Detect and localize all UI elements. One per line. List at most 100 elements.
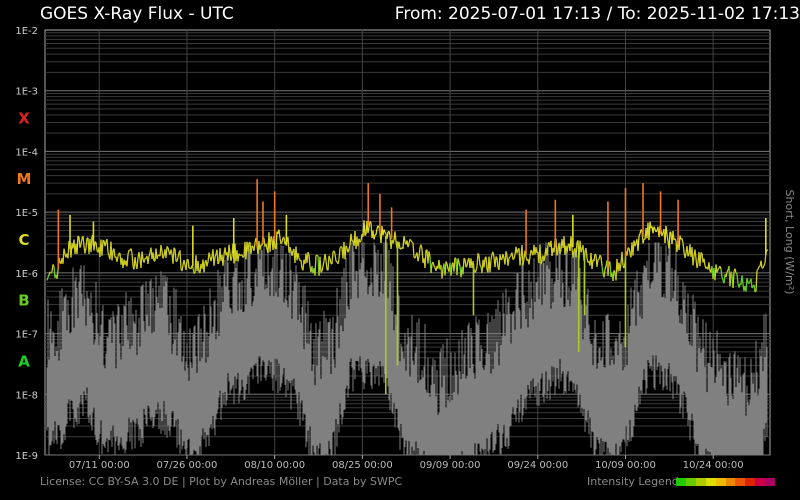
series-long-segment [597, 258, 600, 261]
series-long-segment [725, 271, 728, 278]
series-long-segment [147, 256, 150, 264]
series-long-segment [655, 230, 658, 233]
series-long-segment [300, 260, 303, 269]
series-long-segment [507, 258, 510, 266]
series-long-segment [384, 231, 387, 234]
x-tick-label: 10/09 00:00 [595, 460, 656, 471]
series-long-segment [627, 247, 630, 249]
series-long-segment [579, 240, 582, 253]
series-long-segment [668, 231, 671, 249]
series-long-segment [637, 236, 640, 251]
series-long-segment [570, 236, 573, 249]
series-long-segment [721, 277, 724, 281]
series-long-segment [278, 229, 281, 239]
series-long-segment [450, 264, 453, 276]
series-long-segment [334, 253, 337, 262]
series-long-segment [111, 250, 114, 261]
series-long-segment [197, 260, 200, 273]
series-long-segment [319, 256, 322, 273]
legend-swatch [715, 478, 726, 486]
series-long-segment [173, 247, 176, 250]
series-long-segment [193, 272, 196, 275]
series-long-segment [373, 234, 376, 240]
series-long-segment [63, 248, 66, 255]
series-long-segment [113, 248, 116, 258]
series-long-segment [251, 245, 254, 247]
series-long-segment [476, 253, 479, 267]
y-tick-label: 1E-8 [15, 390, 38, 401]
series-long-segment [572, 250, 575, 258]
x-tick-label: 08/25 00:00 [332, 460, 393, 471]
series-long-segment [206, 261, 209, 267]
series-long-segment [375, 228, 378, 236]
series-long-segment [736, 274, 739, 284]
series-long-segment [350, 233, 353, 242]
series-long-segment [127, 249, 130, 255]
series-long-segment [729, 271, 732, 287]
series-long-segment [634, 242, 637, 247]
series-long-segment [441, 268, 444, 279]
series-long-segment [331, 251, 334, 265]
series-short [46, 242, 768, 455]
series-long-segment [763, 262, 766, 266]
series-long-segment [104, 241, 107, 247]
series-long-segment [265, 243, 268, 250]
series-long-segment [716, 269, 719, 273]
series-long-segment [192, 268, 195, 274]
series-long-segment [403, 235, 406, 242]
series-long-segment [678, 235, 681, 250]
legend-swatch [676, 478, 686, 486]
series-long-segment [324, 253, 327, 261]
y-tick-label: 1E-3 [15, 87, 38, 98]
series-long-segment [238, 253, 241, 256]
series-long-segment [639, 229, 642, 234]
series-long-segment [474, 270, 477, 273]
series-long-segment [604, 265, 607, 270]
series-long-segment [84, 247, 87, 254]
series-long-segment [177, 252, 180, 258]
series-long-segment [751, 285, 754, 289]
series-long-segment [280, 242, 283, 245]
series-long-segment [522, 258, 525, 266]
series-long-segment [418, 247, 421, 258]
series-long-segment [77, 235, 80, 238]
series-long-segment [409, 238, 412, 241]
series-long-segment [479, 264, 482, 268]
series-long-segment [308, 254, 311, 267]
series-long-segment [230, 256, 233, 261]
series-long-segment [417, 256, 420, 262]
series-long-segment [179, 250, 182, 269]
chart-title: GOES X-Ray Flux - UTC [40, 4, 234, 24]
series-long-segment [176, 257, 179, 262]
series-long-segment [754, 290, 757, 293]
series-long-segment [228, 244, 231, 254]
series-long-segment [134, 257, 137, 266]
series-long-segment [80, 238, 83, 245]
series-long-segment [90, 236, 93, 253]
legend-swatch [725, 478, 736, 486]
series-long-segment [166, 245, 169, 249]
series-long-segment [669, 231, 672, 234]
y-tick-label: 1E-9 [15, 451, 38, 462]
series-long-segment [388, 231, 391, 236]
series-long-segment [585, 247, 588, 259]
series-long-segment [674, 238, 677, 242]
series-long-segment [726, 269, 729, 273]
series-long-segment [344, 245, 347, 260]
series-long-segment [466, 259, 469, 266]
series-long-segment [463, 257, 466, 260]
series-long-segment [165, 246, 168, 259]
legend-swatch [745, 478, 756, 486]
series-long-segment [464, 259, 467, 268]
y-tick-label: 1E-2 [15, 26, 38, 37]
series-long-segment [327, 255, 330, 271]
series-long-segment [596, 259, 599, 267]
series-long-segment [661, 232, 664, 237]
series-long-segment [732, 271, 735, 288]
series-long-segment [359, 240, 362, 243]
series-long-segment [270, 236, 273, 239]
series-long-segment [340, 245, 343, 248]
series-long-segment [420, 244, 423, 250]
series-long-segment [345, 245, 348, 249]
series-long-segment [216, 249, 219, 265]
